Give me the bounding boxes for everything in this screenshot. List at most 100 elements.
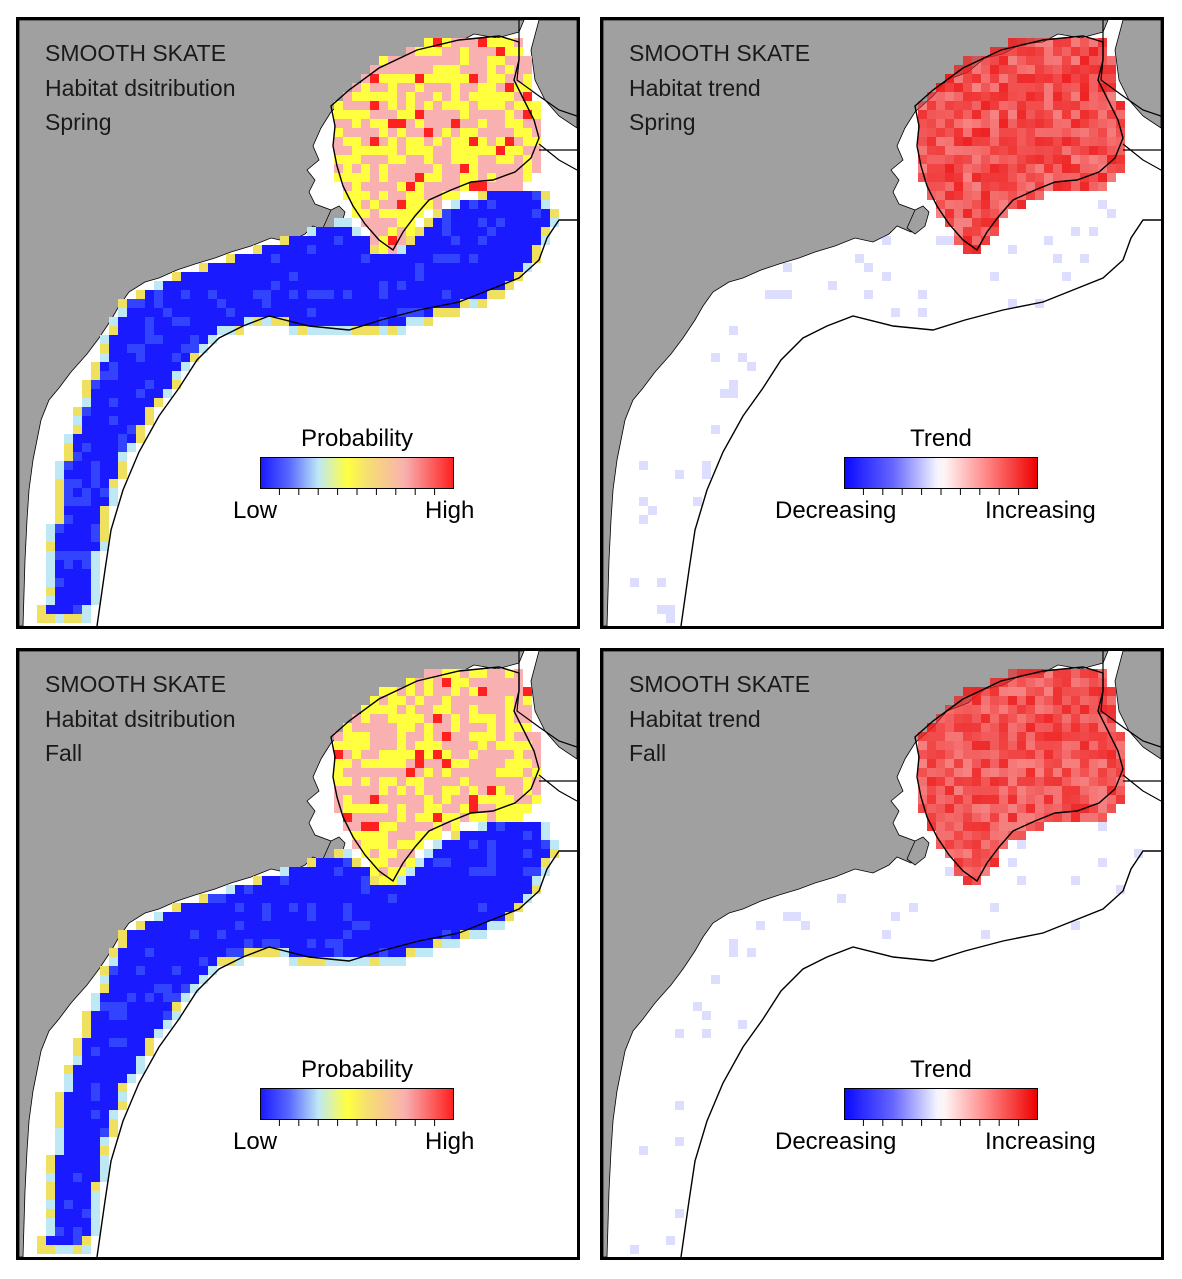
grid-cell <box>1116 786 1125 795</box>
grid-cell <box>460 119 469 128</box>
grid-cell <box>963 65 972 74</box>
grid-cell <box>406 173 415 182</box>
grid-cell <box>181 975 190 984</box>
grid-cell <box>424 795 433 804</box>
grid-cell <box>1089 65 1098 74</box>
grid-cell <box>352 83 361 92</box>
grid-cell <box>496 272 505 281</box>
grid-cell <box>945 128 954 137</box>
grid-cell <box>379 858 388 867</box>
grid-cell <box>1008 813 1017 822</box>
grid-cell <box>343 146 352 155</box>
grid-cell <box>1071 678 1080 687</box>
grid-cell <box>1035 795 1044 804</box>
grid-cell <box>118 335 127 344</box>
grid-cell <box>433 714 442 723</box>
grid-cell <box>532 831 541 840</box>
grid-cell <box>145 407 154 416</box>
grid-cell <box>181 362 190 371</box>
grid-cell <box>801 921 810 930</box>
grid-cell <box>280 939 289 948</box>
grid-cell <box>954 741 963 750</box>
grid-cell <box>451 759 460 768</box>
grid-cell <box>379 885 388 894</box>
grid-cell <box>999 128 1008 137</box>
grid-cell <box>532 732 541 741</box>
grid-cell <box>226 894 235 903</box>
grid-cell <box>954 155 963 164</box>
grid-cell <box>927 110 936 119</box>
grid-cell <box>1053 759 1062 768</box>
grid-cell <box>1035 182 1044 191</box>
grid-cell <box>415 236 424 245</box>
grid-cell <box>388 939 397 948</box>
grid-cell <box>73 1065 82 1074</box>
grid-cell <box>909 903 918 912</box>
grid-cell <box>487 723 496 732</box>
grid-cell <box>82 551 91 560</box>
grid-cell <box>190 948 199 957</box>
grid-cell <box>343 723 352 732</box>
grid-cell <box>415 299 424 308</box>
grid-cell <box>325 245 334 254</box>
grid-cell <box>46 1200 55 1209</box>
grid-cell <box>442 65 451 74</box>
grid-cell <box>127 993 136 1002</box>
grid-cell <box>1062 732 1071 741</box>
grid-cell <box>235 948 244 957</box>
grid-cell <box>1053 173 1062 182</box>
grid-cell <box>352 209 361 218</box>
grid-cell <box>109 470 118 479</box>
grid-cell <box>478 885 487 894</box>
grid-cell <box>415 200 424 209</box>
grid-cell <box>1035 101 1044 110</box>
grid-cell <box>370 831 379 840</box>
grid-cell <box>981 930 990 939</box>
grid-cell <box>289 885 298 894</box>
grid-cell <box>55 1137 64 1146</box>
grid-cell <box>747 362 756 371</box>
grid-cell <box>433 813 442 822</box>
grid-cell <box>460 786 469 795</box>
grid-cell <box>424 930 433 939</box>
nova-scotia-land <box>1114 20 1161 129</box>
grid-cell <box>936 173 945 182</box>
grid-cell <box>46 1209 55 1218</box>
color-ramp <box>260 457 454 489</box>
grid-cell <box>415 245 424 254</box>
grid-cell <box>478 678 487 687</box>
grid-cell <box>154 912 163 921</box>
grid-cell <box>972 822 981 831</box>
grid-cell <box>981 795 990 804</box>
grid-cell <box>118 353 127 362</box>
grid-cell <box>397 56 406 65</box>
grid-cell <box>478 47 487 56</box>
grid-cell <box>451 218 460 227</box>
grid-cell <box>415 723 424 732</box>
grid-cell <box>244 939 253 948</box>
grid-cell <box>172 957 181 966</box>
grid-cell <box>1098 804 1107 813</box>
grid-cell <box>514 182 523 191</box>
grid-cell <box>442 236 451 245</box>
grid-cell <box>361 191 370 200</box>
grid-cell <box>711 353 720 362</box>
grid-cell <box>469 290 478 299</box>
grid-cell <box>127 1074 136 1083</box>
grid-cell <box>397 804 406 813</box>
grid-cell <box>424 831 433 840</box>
grid-cell <box>136 416 145 425</box>
grid-cell <box>478 245 487 254</box>
grid-cell <box>451 687 460 696</box>
grid-cell <box>1008 137 1017 146</box>
grid-cell <box>496 885 505 894</box>
grid-cell <box>406 876 415 885</box>
grid-cell <box>990 92 999 101</box>
grid-cell <box>280 263 289 272</box>
grid-cell <box>361 750 370 759</box>
grid-cell <box>118 344 127 353</box>
grid-cell <box>756 921 765 930</box>
grid-cell <box>82 1083 91 1092</box>
grid-cell <box>388 209 397 218</box>
grid-cell <box>244 317 253 326</box>
